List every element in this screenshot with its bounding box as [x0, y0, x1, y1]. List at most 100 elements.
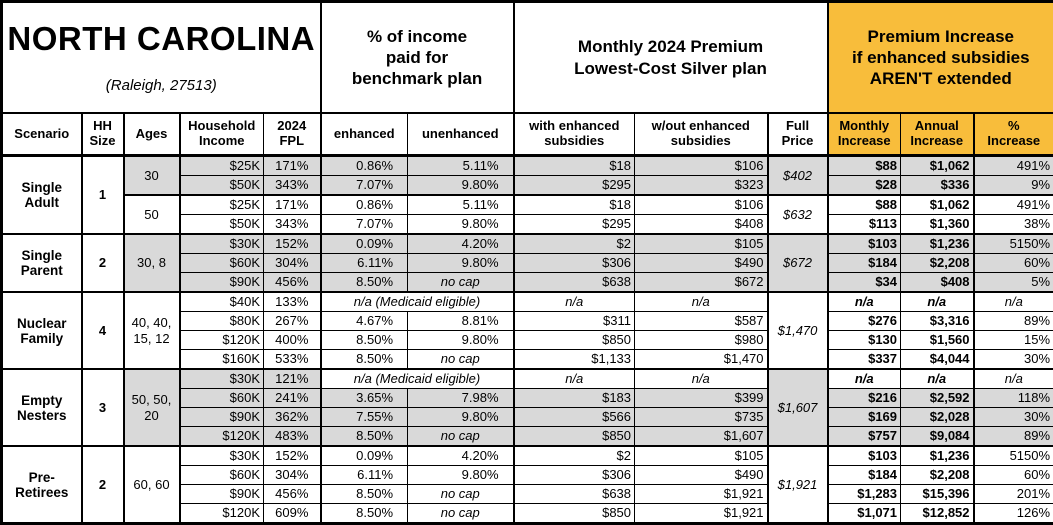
cell-monthly-increase: $88	[827, 155, 902, 177]
cell-with-subsidies: $1,133	[513, 349, 636, 371]
col-header-unenhanced: unenhanced	[407, 112, 515, 158]
cell-full-price: $672	[767, 233, 829, 294]
cell-enhanced-pct: 4.67%	[320, 311, 409, 332]
cell-medicaid-note: n/a (Medicaid eligible)	[320, 291, 515, 313]
group-header-pct-income: % of income paid for benchmark plan	[320, 1, 515, 115]
scenario-name: Nuclear Family	[1, 291, 83, 371]
cell-monthly-increase: $184	[827, 465, 902, 486]
cell-pct-increase: 30%	[973, 349, 1053, 371]
cell-without-subsidies: $1,470	[634, 349, 769, 371]
cell-fpl: 483%	[262, 426, 322, 448]
cell-fpl: 133%	[262, 291, 322, 313]
cell-fpl: 609%	[262, 503, 322, 525]
cell-without-subsidies: $1,921	[634, 484, 769, 505]
cell-annual-increase: $2,208	[900, 253, 975, 274]
cell-annual-increase: $1,236	[900, 445, 975, 467]
cell-monthly-increase: $103	[827, 445, 902, 467]
cell-annual-increase: $1,360	[900, 214, 975, 236]
cell-pct-increase: 30%	[973, 407, 1053, 428]
cell-monthly-increase: $34	[827, 272, 902, 294]
cell-without-subsidies: $106	[634, 155, 769, 177]
cell-pct-increase: 9%	[973, 175, 1053, 197]
cell-unenhanced-pct: 9.80%	[407, 407, 515, 428]
cell-without-subsidies: n/a	[634, 368, 769, 390]
col-header-monthly-increase: Monthly Increase	[827, 112, 902, 158]
cell-annual-increase: $9,084	[900, 426, 975, 448]
cell-with-subsidies: n/a	[513, 291, 636, 313]
scenario-name: Single Adult	[1, 155, 83, 236]
scenario-name: Single Parent	[1, 233, 83, 294]
cell-enhanced-pct: 3.65%	[320, 388, 409, 409]
cell-pct-increase: 5%	[973, 272, 1053, 294]
cell-monthly-increase: $103	[827, 233, 902, 255]
cell-monthly-increase: $216	[827, 388, 902, 409]
cell-household-income: $90K	[179, 484, 264, 505]
cell-with-subsidies: $306	[513, 253, 636, 274]
ages: 30	[123, 155, 181, 197]
cell-without-subsidies: n/a	[634, 291, 769, 313]
cell-household-income: $30K	[179, 445, 264, 467]
scenario-name: Pre- Retirees	[1, 445, 83, 525]
cell-unenhanced-pct: no cap	[407, 349, 515, 371]
cell-unenhanced-pct: 9.80%	[407, 465, 515, 486]
cell-annual-increase: n/a	[900, 291, 975, 313]
cell-fpl: 304%	[262, 253, 322, 274]
cell-monthly-increase: n/a	[827, 291, 902, 313]
cell-monthly-increase: $1,071	[827, 503, 902, 525]
cell-fpl: 343%	[262, 214, 322, 236]
ages: 50, 50, 20	[123, 368, 181, 448]
cell-pct-increase: 5150%	[973, 233, 1053, 255]
cell-enhanced-pct: 0.09%	[320, 233, 409, 255]
ages: 50	[123, 194, 181, 236]
cell-unenhanced-pct: 8.81%	[407, 311, 515, 332]
cell-annual-increase: $2,592	[900, 388, 975, 409]
cell-household-income: $120K	[179, 330, 264, 351]
cell-pct-increase: 491%	[973, 155, 1053, 177]
cell-fpl: 343%	[262, 175, 322, 197]
cell-household-income: $120K	[179, 503, 264, 525]
cell-with-subsidies: $311	[513, 311, 636, 332]
cell-household-income: $50K	[179, 175, 264, 197]
cell-medicaid-note: n/a (Medicaid eligible)	[320, 368, 515, 390]
cell-pct-increase: 38%	[973, 214, 1053, 236]
ages: 30, 8	[123, 233, 181, 294]
cell-household-income: $50K	[179, 214, 264, 236]
cell-enhanced-pct: 6.11%	[320, 253, 409, 274]
cell-fpl: 152%	[262, 233, 322, 255]
cell-without-subsidies: $105	[634, 445, 769, 467]
cell-unenhanced-pct: no cap	[407, 484, 515, 505]
cell-without-subsidies: $106	[634, 194, 769, 216]
cell-pct-increase: 201%	[973, 484, 1053, 505]
cell-pct-increase: n/a	[973, 368, 1053, 390]
cell-enhanced-pct: 0.86%	[320, 155, 409, 177]
cell-pct-increase: 60%	[973, 253, 1053, 274]
cell-pct-increase: 15%	[973, 330, 1053, 351]
group-header-premium: Monthly 2024 Premium Lowest-Cost Silver …	[513, 1, 829, 115]
cell-monthly-increase: $276	[827, 311, 902, 332]
cell-with-subsidies: $18	[513, 155, 636, 177]
cell-unenhanced-pct: 9.80%	[407, 253, 515, 274]
cell-household-income: $30K	[179, 368, 264, 390]
cell-enhanced-pct: 7.07%	[320, 214, 409, 236]
hh-size: 2	[81, 445, 125, 525]
cell-without-subsidies: $1,921	[634, 503, 769, 525]
cell-without-subsidies: $980	[634, 330, 769, 351]
state-title: NORTH CAROLINA	[7, 20, 316, 57]
cell-fpl: 456%	[262, 272, 322, 294]
ages: 40, 40, 15, 12	[123, 291, 181, 371]
hh-size: 1	[81, 155, 125, 236]
cell-enhanced-pct: 7.55%	[320, 407, 409, 428]
cell-without-subsidies: $399	[634, 388, 769, 409]
cell-unenhanced-pct: 4.20%	[407, 233, 515, 255]
cell-fpl: 171%	[262, 194, 322, 216]
group-header-increase: Premium Increase if enhanced subsidies A…	[827, 1, 1053, 115]
cell-enhanced-pct: 8.50%	[320, 503, 409, 525]
cell-full-price: $402	[767, 155, 829, 197]
cell-household-income: $40K	[179, 291, 264, 313]
cell-full-price: $1,921	[767, 445, 829, 525]
hh-size: 2	[81, 233, 125, 294]
cell-with-subsidies: $18	[513, 194, 636, 216]
cell-without-subsidies: $408	[634, 214, 769, 236]
cell-monthly-increase: $130	[827, 330, 902, 351]
